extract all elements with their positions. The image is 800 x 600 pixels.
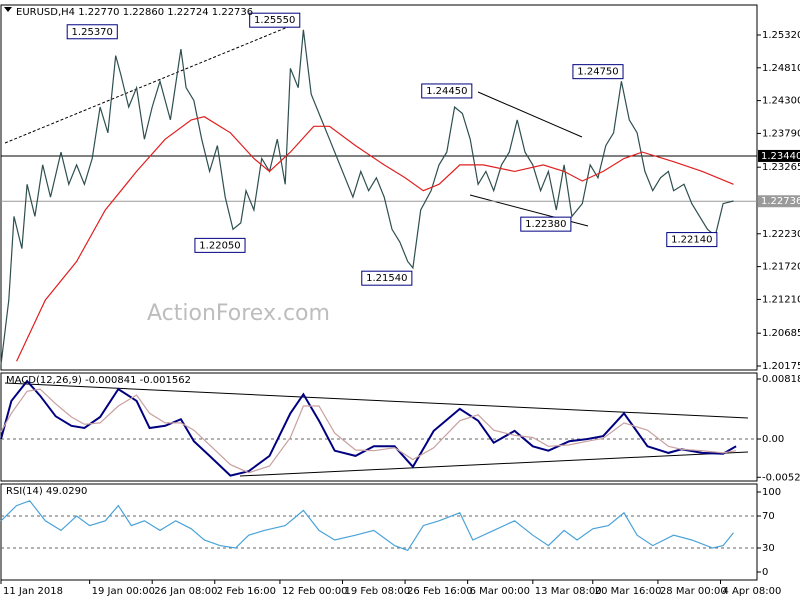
price-label-box [758,149,800,162]
x-tick-label: 12 Feb 00:00 [282,586,348,597]
price-annotation: 1.21540 [366,273,407,284]
series-line [0,500,734,552]
y-tick-label: 1.20175 [762,361,800,372]
price-annotation-box [249,12,301,28]
price-annotation-box [666,232,718,248]
y-tick-label: 0.00 [762,434,784,445]
price-annotation-box [194,237,246,253]
symbol-icon [4,7,12,12]
price-annotation: 1.25370 [72,27,113,38]
trend-line [239,451,749,477]
series-line [16,116,734,362]
panel-frame [0,372,758,482]
price-annotation: 1.24450 [426,86,467,97]
x-tick-label: 11 Jan 2018 [3,586,63,597]
price-annotation: 1.22050 [199,240,240,251]
panel-frame [0,4,758,371]
price-annotation: 1.22380 [525,219,566,230]
price-label: 1.23440 [761,151,800,162]
x-tick-label: 26 Feb 16:00 [407,586,473,597]
y-tick-label: 0 [762,567,768,578]
y-tick-label: 70 [762,511,775,522]
panel-title: MACD(12,26,9) -0.000841 -0.001562 [6,375,191,386]
panel-title: EURUSD,H4 1.22770 1.22860 1.22724 1.2273… [16,7,253,18]
series-line [0,379,737,477]
price-annotation: 1.25550 [254,15,295,26]
x-tick-label: 13 Mar 08:00 [535,586,602,597]
x-tick-label: 4 Apr 08:00 [723,586,782,597]
price-label: 1.22736 [761,196,800,207]
y-tick-label: 1.24810 [762,63,800,74]
x-tick-label: 6 Mar 00:00 [470,586,530,597]
price-label-box [758,195,800,208]
y-tick-label: 1.21720 [762,262,800,273]
series-line [0,388,737,474]
x-tick-label: 20 Mar 16:00 [595,586,662,597]
y-tick-label: 1.23790 [762,128,800,139]
y-tick-label: 30 [762,543,775,554]
x-tick-label: 26 Jan 08:00 [154,586,217,597]
price-annotation: 1.22140 [671,235,712,246]
y-tick-label: 100 [762,487,781,498]
y-tick-label: -0.005223 [762,472,800,483]
y-tick-label: 1.23265 [762,162,800,173]
price-annotation-box [361,270,413,286]
trend-line [477,91,583,138]
price-annotation-box [66,24,118,40]
x-tick-label: 28 Mar 00:00 [660,586,727,597]
y-tick-label: 1.21210 [762,294,800,305]
y-tick-label: 1.20685 [762,328,800,339]
trend-line [4,21,301,144]
y-tick-label: 0.008182 [762,374,800,385]
x-tick-label: 2 Feb 16:00 [217,586,276,597]
x-tick-label: 19 Feb 08:00 [345,586,411,597]
series-line [0,29,734,365]
panel-title: RSI(14) 49.0290 [6,486,87,497]
y-tick-label: 1.24300 [762,96,800,107]
price-annotation-box [572,64,624,80]
y-tick-label: 1.25320 [762,30,800,41]
watermark: ActionForex.com [147,301,330,326]
price-annotation: 1.24750 [577,67,618,78]
price-annotation-box [520,216,572,232]
x-tick-label: 19 Jan 00:00 [92,586,155,597]
price-annotation-box [421,83,473,99]
panel-frame [0,483,758,581]
y-tick-label: 1.22230 [762,229,800,240]
